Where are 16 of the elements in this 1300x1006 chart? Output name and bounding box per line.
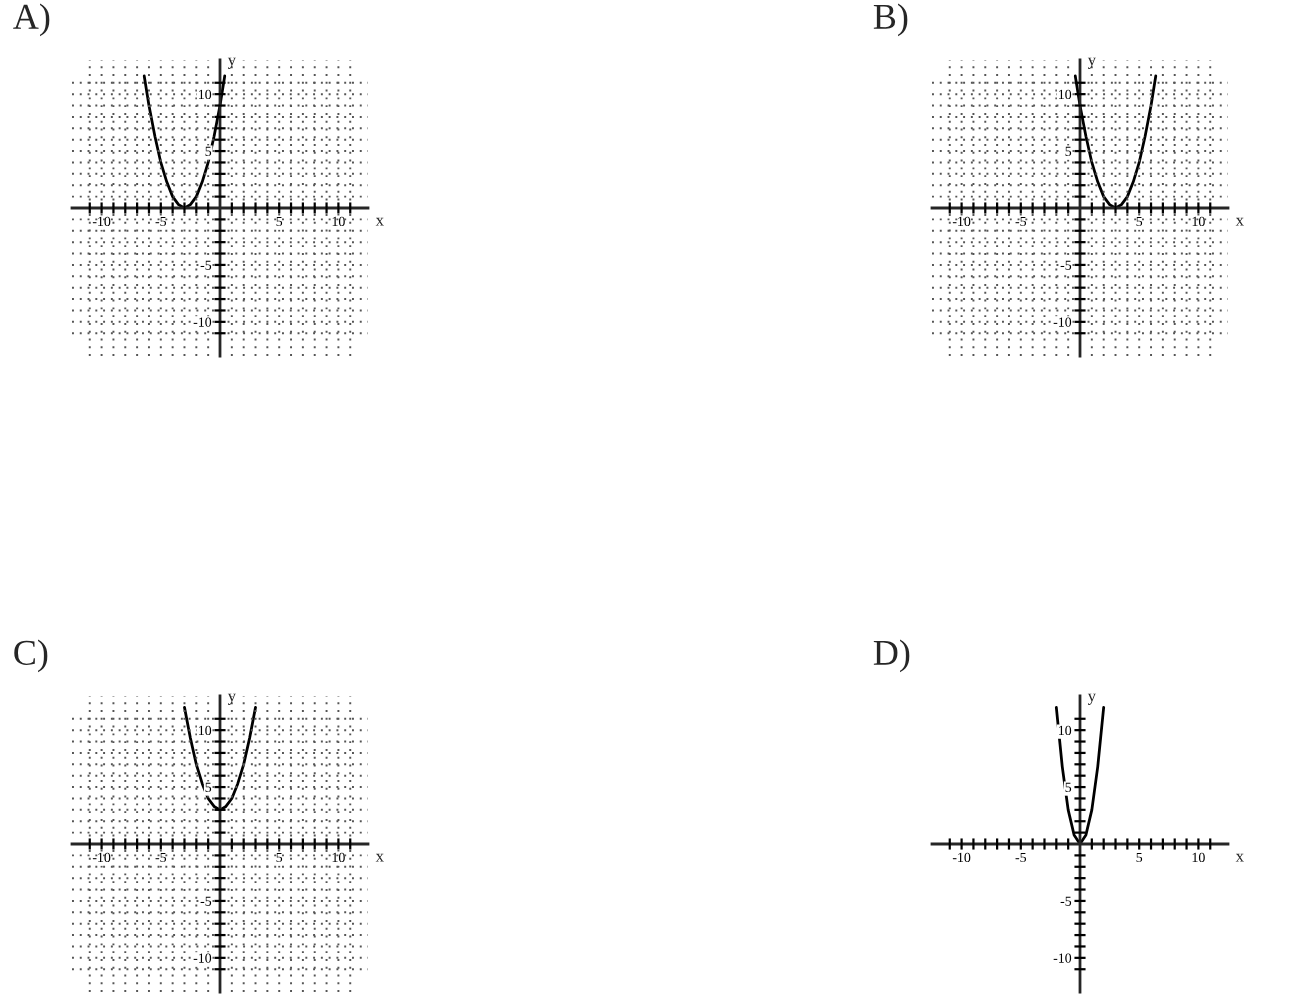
x-axis-title: x xyxy=(1235,217,1244,226)
chart-title: A) xyxy=(13,3,50,37)
line-series xyxy=(183,705,257,812)
x-axis-title: x xyxy=(375,853,384,862)
y-axis-title: y xyxy=(227,693,236,705)
chart-title: D) xyxy=(873,639,910,673)
y-axis-title: y xyxy=(1087,57,1096,69)
line-series xyxy=(1054,705,1106,846)
line-series xyxy=(142,74,227,210)
chart-title: B) xyxy=(873,3,908,37)
y-axis-title: y xyxy=(227,57,236,69)
line-series xyxy=(1073,74,1158,210)
x-axis-title: x xyxy=(375,217,384,226)
y-axis-title: y xyxy=(1087,693,1096,705)
x-axis-title: x xyxy=(1235,853,1244,862)
chart-title: C) xyxy=(14,639,48,673)
